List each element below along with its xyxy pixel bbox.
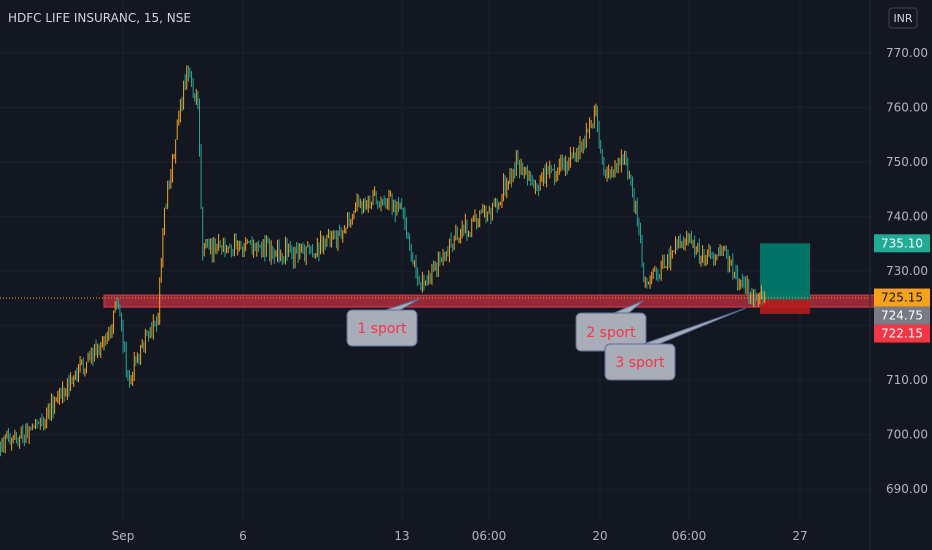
annotation-callout[interactable]: 1 sport — [346, 298, 420, 347]
annotation-label: 3 sport — [615, 355, 665, 371]
y-tick-label: 760.00 — [886, 101, 928, 115]
x-tick-label: 6 — [239, 529, 247, 543]
x-tick-label: 06:00 — [672, 529, 707, 543]
price-tag-label: 724.75 — [881, 309, 923, 323]
time-axis[interactable]: Sep 6 13 06:00 20 06:00 27 — [112, 529, 808, 543]
grid — [0, 0, 870, 520]
price-tag-stop: 722.15 — [874, 324, 930, 343]
price-tag-bg — [874, 324, 930, 343]
x-tick-label: 27 — [792, 529, 807, 543]
price-tag-label: 725.15 — [881, 291, 923, 305]
price-tag-bg — [874, 306, 930, 325]
price-tag-label: 722.15 — [881, 327, 923, 341]
y-tick-label: 770.00 — [886, 46, 928, 60]
price-axis[interactable]: 690.00700.00710.00720.00730.00740.00750.… — [886, 46, 928, 496]
y-tick-label: 730.00 — [886, 264, 928, 278]
currency-button-frame[interactable] — [888, 7, 918, 29]
annotation-box — [604, 343, 676, 381]
price-tags: 735.10 725.15 724.75 722.15 — [874, 234, 930, 343]
annotation-label: 2 sport — [586, 325, 636, 341]
annotation-label: 1 sport — [357, 321, 407, 337]
stop-box[interactable] — [760, 299, 810, 314]
price-tag-target: 735.10 — [874, 234, 930, 253]
currency-label[interactable]: INR — [893, 12, 912, 25]
overlay: 1 sport 2 sport 3 sport — [0, 297, 870, 381]
candlestick-series — [0, 65, 766, 457]
x-tick-label: 06:00 — [472, 529, 507, 543]
price-tag-bg — [874, 234, 930, 253]
y-tick-label: 740.00 — [886, 210, 928, 224]
x-tick-label: 20 — [592, 529, 607, 543]
y-tick-label: 690.00 — [886, 482, 928, 496]
chart-title[interactable]: HDFC LIFE INSURANC, 15, NSE — [8, 11, 191, 25]
price-tag-bg — [874, 288, 930, 307]
annotation-box — [346, 309, 418, 347]
zones — [103, 243, 878, 314]
annotation-callout[interactable]: 3 sport — [604, 307, 746, 381]
y-tick-label: 750.00 — [886, 155, 928, 169]
x-tick-label: Sep — [112, 529, 135, 543]
currency-button[interactable]: INR — [888, 7, 918, 29]
y-tick-label: 700.00 — [886, 428, 928, 442]
annotation-callout[interactable]: 2 sport — [575, 300, 647, 352]
y-tick-label: 710.00 — [886, 373, 928, 387]
price-tag-label: 735.10 — [881, 236, 923, 250]
target-box[interactable] — [760, 243, 810, 300]
price-tag-last: 725.15 — [874, 288, 930, 307]
x-tick-label: 13 — [394, 529, 409, 543]
price-tag-entry: 724.75 — [874, 306, 930, 325]
